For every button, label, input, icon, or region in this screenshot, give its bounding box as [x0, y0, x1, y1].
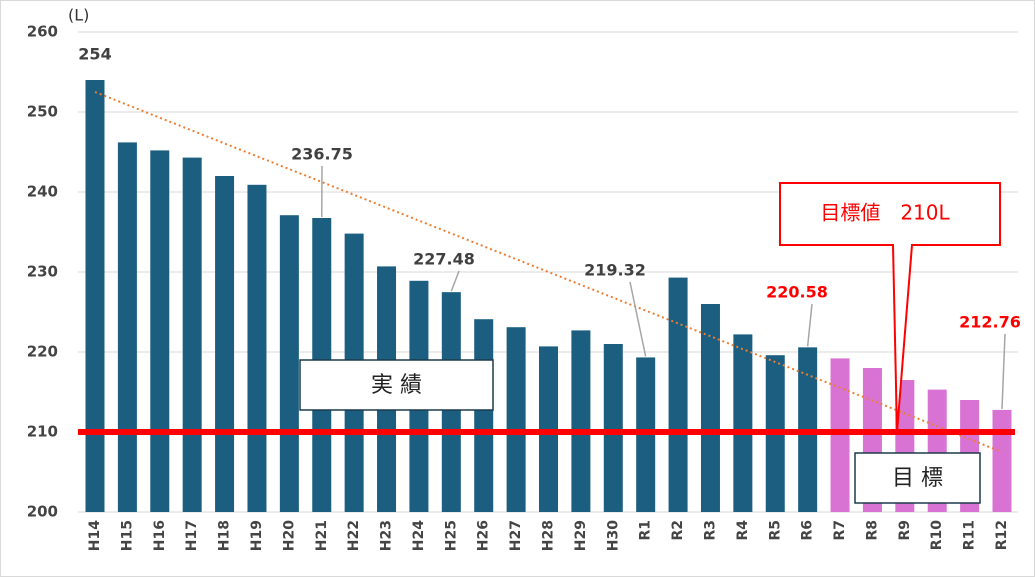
y-tick-label: 220: [27, 343, 58, 361]
bar: [506, 327, 526, 512]
x-tick-label: H27: [508, 520, 524, 551]
legend-box: [299, 359, 494, 411]
bar: [830, 358, 850, 512]
bar: [150, 150, 170, 512]
y-tick-label: 200: [27, 503, 58, 521]
bar: [279, 215, 299, 512]
x-tick-label: R4: [735, 520, 751, 541]
y-tick-label: 260: [27, 23, 58, 41]
x-tick-label: H26: [476, 520, 492, 551]
x-tick-label: H20: [281, 520, 297, 551]
bar: [603, 344, 623, 512]
x-tick-label: H17: [184, 520, 200, 551]
bar: [668, 277, 688, 512]
callout: [779, 182, 1001, 433]
x-tick-label: H16: [152, 520, 168, 551]
x-tick-label: H28: [541, 520, 557, 551]
x-tick-label: R8: [864, 520, 880, 541]
x-tick-label: H29: [573, 520, 589, 551]
x-tick-label: H23: [379, 520, 395, 551]
leader-line: [806, 303, 813, 347]
x-tick-label: H22: [346, 520, 362, 551]
x-tick-label: H15: [119, 520, 135, 551]
bar: [571, 330, 591, 512]
value-label: 254: [78, 45, 111, 64]
bar: [182, 157, 202, 512]
x-tick-label: R9: [897, 520, 913, 541]
bar: [992, 409, 1012, 512]
x-tick-label: R2: [670, 520, 686, 541]
x-tick-label: R10: [929, 520, 945, 551]
bar: [700, 304, 720, 512]
x-tick-label: R12: [994, 520, 1010, 550]
x-tick-label: H25: [443, 520, 459, 551]
bar: [247, 184, 267, 513]
value-label: 212.76: [959, 313, 1021, 332]
y-tick-label: 240: [27, 183, 58, 201]
x-tick-label: R5: [767, 520, 783, 541]
bar: [733, 334, 753, 512]
value-label: 236.75: [291, 145, 353, 164]
bar: [85, 80, 105, 512]
leader-line: [1001, 333, 1006, 409]
legend-box: [854, 452, 981, 504]
value-label: 219.32: [584, 261, 646, 280]
legend-label: 目 標: [892, 466, 943, 491]
bar: [117, 142, 137, 512]
bar: [215, 176, 235, 512]
x-tick-label: R1: [638, 520, 654, 541]
x-tick-label: H18: [217, 520, 233, 551]
leader-line: [629, 281, 647, 357]
y-tick-label: 210: [27, 423, 58, 441]
x-tick-label: H19: [249, 520, 265, 551]
value-label: 220.58: [766, 283, 828, 302]
x-tick-label: H14: [87, 520, 103, 551]
x-tick-label: H30: [605, 520, 621, 551]
x-tick-label: R7: [832, 520, 848, 541]
value-label: 227.48: [413, 250, 475, 269]
x-tick-label: R6: [800, 520, 816, 541]
y-tick-label: 250: [27, 103, 58, 121]
x-tick-label: R3: [702, 520, 718, 541]
leader-line: [450, 270, 460, 292]
x-tick-label: R11: [962, 520, 978, 550]
x-tick-label: H24: [411, 520, 427, 551]
legend-label: 実 績: [371, 373, 422, 398]
callout-label: 目標値 210L: [820, 201, 950, 225]
x-tick-label: H21: [314, 520, 330, 551]
bar: [474, 319, 494, 512]
y-tick-label: 230: [27, 263, 58, 281]
y-unit: (L): [68, 6, 89, 25]
